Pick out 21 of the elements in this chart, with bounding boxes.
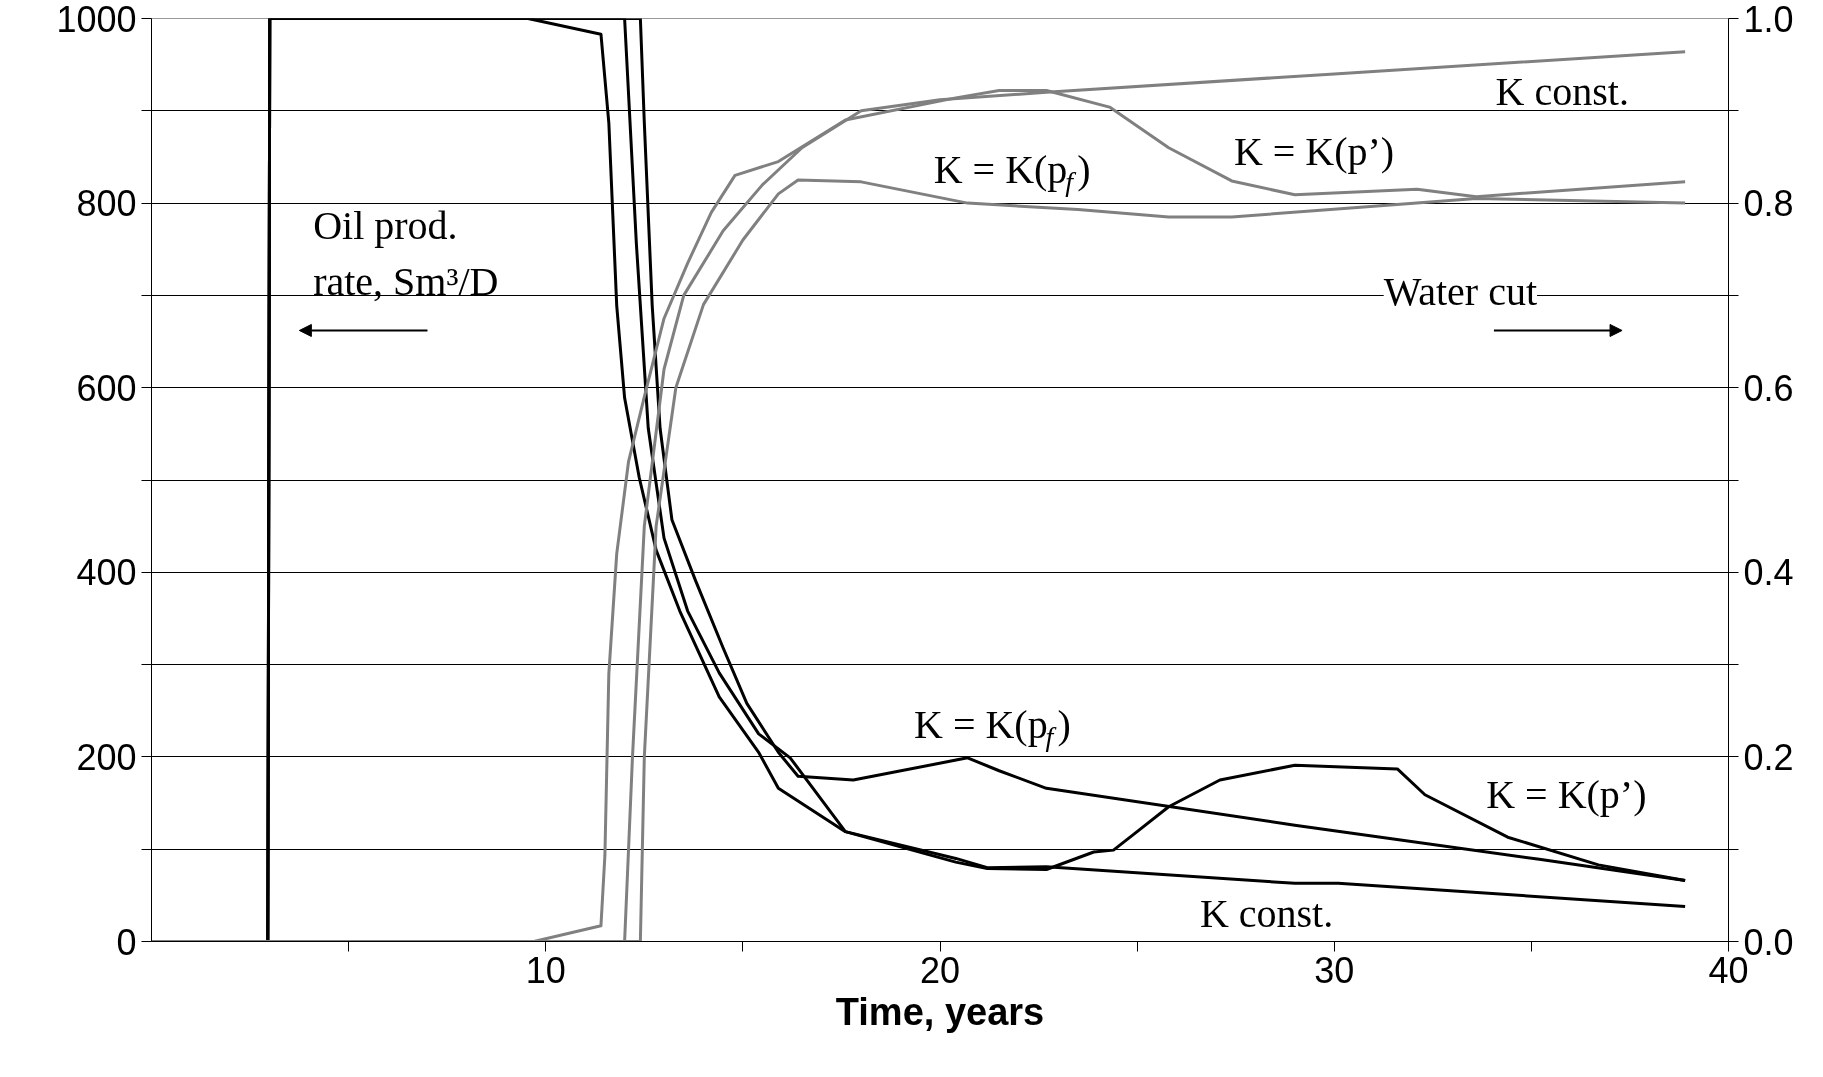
x-tick-label: 10 xyxy=(525,949,566,991)
x-tick-label: 20 xyxy=(919,949,961,991)
y-tick-label: 600 xyxy=(76,367,137,409)
x-tick-label: 30 xyxy=(1314,949,1355,991)
y2-tick-label: 0.4 xyxy=(1743,552,1794,594)
annotation: Oil prod. rate, Sm³/D xyxy=(313,203,499,305)
y2-tick-label: 0.6 xyxy=(1743,367,1794,409)
y2-tick-label: 1.0 xyxy=(1743,0,1794,40)
x-axis-title: Time, years xyxy=(835,990,1045,1033)
series-label: K const. xyxy=(1495,68,1629,114)
y2-tick-label: 0.8 xyxy=(1743,183,1794,225)
y-tick-label: 800 xyxy=(76,183,137,225)
y-tick-label: 200 xyxy=(76,736,137,778)
series-label: K const. xyxy=(1199,891,1334,937)
y2-tick-label: 0.2 xyxy=(1743,736,1794,778)
series-label: K = K(p’) xyxy=(1486,772,1647,818)
y-tick-label: 0 xyxy=(116,921,137,963)
series-label: K = K(p’) xyxy=(1233,128,1395,174)
y-tick-label: 400 xyxy=(76,552,137,594)
annotation: Water cut xyxy=(1383,269,1538,315)
y-tick-label: 1000 xyxy=(56,0,137,40)
